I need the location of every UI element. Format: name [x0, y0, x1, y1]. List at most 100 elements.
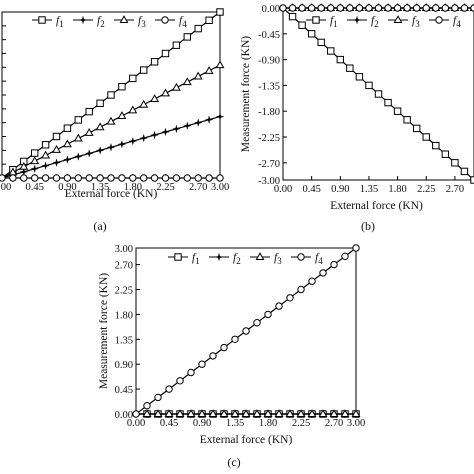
x-tick-label: 1.80	[388, 184, 406, 195]
legend: f1 f2 f3 f4	[168, 252, 323, 266]
y-tick-label: -1.80	[258, 107, 280, 118]
y-tick-label: 0.45	[115, 385, 133, 396]
point-f1	[52, 132, 61, 141]
legend-marker-f2	[214, 252, 224, 262]
legend-label: f3	[138, 15, 146, 29]
panel-label: (c)	[227, 455, 240, 469]
point-f2	[128, 136, 138, 146]
y-tick-label: 0.00	[115, 410, 133, 421]
x-axis-label: External force (KN)	[200, 434, 293, 446]
x-tick-label: 2.25	[417, 184, 435, 195]
point-f4	[20, 174, 28, 182]
x-tick-label: 1.35	[360, 184, 378, 195]
point-f4	[172, 174, 181, 182]
point-f4	[253, 319, 261, 327]
legend-label: f2	[233, 252, 241, 266]
point-f3	[171, 82, 181, 91]
point-f4	[460, 4, 469, 12]
x-tick-label: 0.00	[127, 418, 145, 429]
point-f1	[403, 116, 411, 124]
point-f4	[242, 327, 250, 335]
legend-marker-f3	[255, 252, 265, 261]
point-f4	[165, 385, 173, 393]
y-tick-label: -2.70	[258, 159, 280, 170]
point-f2	[30, 164, 40, 174]
x-tick-label: 1.80	[259, 418, 277, 429]
x-tick-label: 2.70	[325, 418, 343, 429]
x-tick-label: 0.45	[160, 418, 178, 429]
point-f4	[317, 4, 325, 12]
legend-label: f2	[97, 15, 105, 29]
point-f4	[393, 4, 402, 12]
point-f3	[318, 409, 328, 418]
point-f3	[274, 409, 284, 418]
point-f4	[63, 174, 72, 182]
point-f4	[327, 4, 335, 12]
point-f3	[329, 409, 339, 418]
legend-marker-f3	[393, 15, 403, 24]
point-f4	[220, 343, 228, 352]
point-f2	[172, 124, 181, 134]
point-f2	[193, 118, 203, 128]
series-group	[279, 3, 474, 184]
x-tick-label: 2.70	[189, 182, 207, 193]
point-f4	[264, 310, 272, 319]
point-f3	[340, 409, 350, 418]
point-f3	[62, 139, 72, 148]
x-tick-label: 0.90	[331, 184, 349, 195]
x-tick-label: 2.25	[156, 182, 174, 193]
legend: f1 f2 f3 f4	[32, 15, 187, 29]
legend-marker-f3	[119, 15, 129, 24]
point-f1	[317, 38, 325, 47]
y-tick-label: 2.70	[115, 261, 133, 272]
point-f1	[183, 33, 192, 41]
x-tick-label: 1.35	[91, 182, 109, 193]
point-f4	[308, 277, 316, 285]
chart-panel-1: 0.000.450.901.351.802.252.703.0000252575…	[0, 8, 229, 233]
point-f4	[194, 174, 202, 182]
x-tick-label: 0.00	[0, 182, 11, 193]
point-f1	[96, 99, 104, 107]
point-f3	[263, 409, 273, 418]
point-f4	[74, 174, 83, 182]
point-f4	[150, 174, 159, 182]
point-f4	[341, 252, 349, 260]
point-f1	[31, 149, 39, 157]
point-f4	[31, 174, 39, 182]
series-group	[132, 244, 361, 419]
point-f4	[384, 4, 392, 12]
point-f3	[252, 409, 262, 418]
point-f1	[374, 90, 383, 98]
y-tick-label: -2.25	[258, 133, 280, 144]
legend-label: f1	[56, 15, 64, 29]
y-tick-label: 1.35	[115, 335, 133, 346]
point-f4	[107, 174, 115, 182]
point-f3	[150, 94, 160, 103]
point-f3	[164, 409, 174, 418]
legend-label: f4	[315, 252, 323, 266]
legend-marker-f1	[38, 16, 46, 24]
point-f3	[219, 409, 229, 418]
point-f3	[161, 88, 170, 97]
point-f4	[231, 335, 239, 343]
point-f1	[140, 66, 148, 74]
point-f4	[85, 174, 93, 182]
x-tick-label: 2.70	[446, 184, 464, 195]
point-f4	[176, 377, 184, 385]
point-f4	[216, 174, 224, 182]
point-f3	[95, 122, 105, 131]
point-f1	[161, 49, 170, 58]
point-f4	[336, 4, 344, 12]
point-f1	[441, 150, 450, 158]
point-f2	[106, 142, 116, 152]
point-f4	[288, 4, 297, 12]
point-f3	[128, 105, 138, 114]
x-tick-label: 0.45	[302, 184, 320, 195]
point-f4	[330, 260, 338, 269]
x-tick-label: 0.00	[274, 184, 292, 195]
point-f1	[205, 16, 213, 25]
point-f4	[432, 4, 440, 12]
point-f4	[403, 4, 411, 12]
point-f1	[336, 55, 345, 64]
